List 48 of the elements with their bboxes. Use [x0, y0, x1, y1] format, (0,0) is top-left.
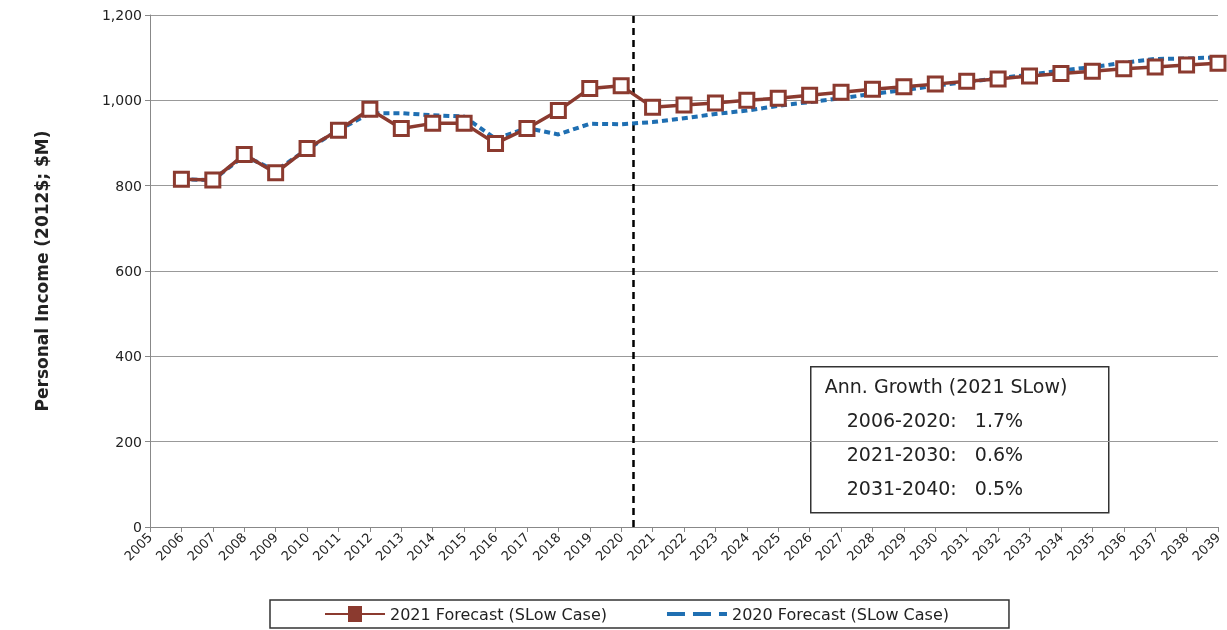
- point: [549, 102, 567, 120]
- point: [958, 72, 976, 90]
- point: [612, 77, 630, 95]
- point: [392, 119, 410, 137]
- point: [1052, 64, 1070, 82]
- point: [329, 121, 347, 139]
- y-tick-label: 800: [115, 177, 142, 194]
- point: [1146, 58, 1164, 76]
- point: [172, 170, 190, 188]
- point: [989, 70, 1007, 88]
- y-tick-label: 200: [115, 433, 142, 450]
- legend-label: 2020 Forecast (SLow Case): [731, 604, 949, 624]
- point: [1083, 62, 1101, 80]
- annotation: 2021-2030: 0.6%: [846, 443, 1024, 466]
- y-tick-label: 600: [115, 263, 142, 279]
- annotation: 2031-2040: 0.5%: [846, 477, 1024, 500]
- annotation: 2006-2020: 1.7%: [846, 409, 1024, 432]
- y-axis-title: Personal Income (2012$; $M): [31, 130, 52, 412]
- point: [518, 119, 536, 137]
- point: [424, 114, 442, 132]
- point: [832, 83, 850, 101]
- point: [675, 96, 693, 114]
- annotation: Ann. Growth (2021 SLow): [824, 375, 1068, 398]
- point: [267, 164, 285, 182]
- point: [895, 78, 913, 96]
- point: [738, 91, 756, 109]
- point: [644, 98, 662, 116]
- point: [1209, 54, 1227, 72]
- point: [235, 146, 253, 164]
- point: [1178, 56, 1196, 74]
- point: [769, 89, 787, 107]
- point: [581, 79, 599, 97]
- y-tick-label: 1,200: [101, 7, 142, 23]
- legend-label: 2021 Forecast (SLow Case): [390, 604, 607, 624]
- y-tick-label: 400: [115, 348, 142, 365]
- point: [863, 80, 881, 98]
- point: [204, 171, 222, 189]
- point: [298, 140, 316, 158]
- point: [1115, 60, 1133, 78]
- point: [801, 86, 819, 104]
- point: [926, 75, 944, 93]
- point: [1021, 67, 1039, 85]
- point: [487, 134, 505, 152]
- point: [706, 94, 724, 112]
- point: [361, 100, 379, 118]
- y-tick-label: 1,000: [101, 92, 142, 109]
- point: [455, 114, 473, 132]
- y-tick-label: 0: [133, 519, 142, 535]
